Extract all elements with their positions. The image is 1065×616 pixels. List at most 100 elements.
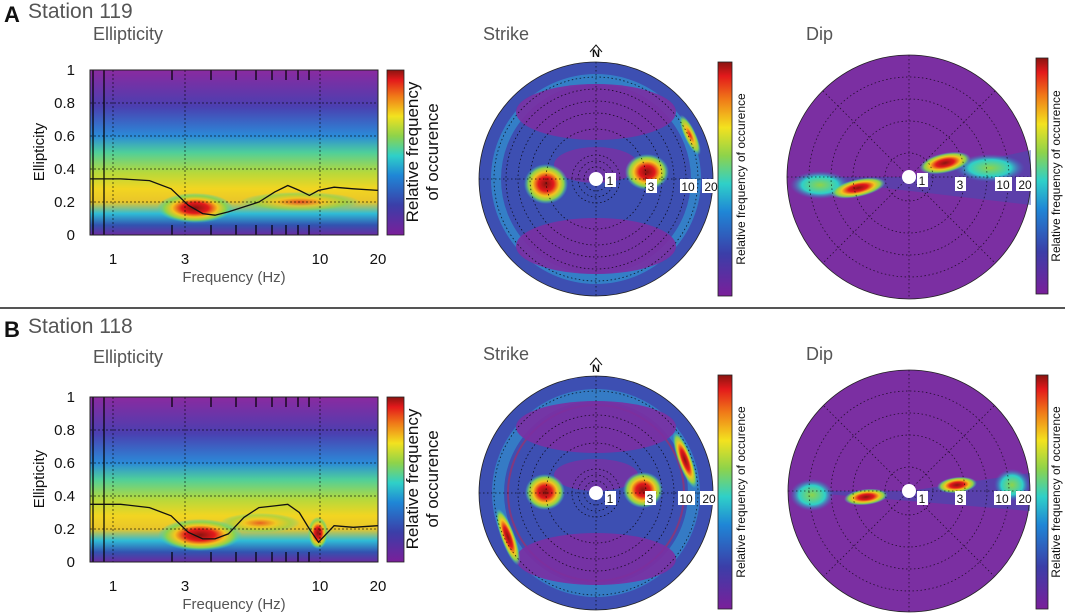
strike-center [589, 486, 603, 500]
strike-edge-spot [672, 431, 698, 489]
dip-ring-labels: 1 3 10 20 [917, 491, 1034, 506]
strike-purple-region [554, 147, 638, 183]
ytick-label: 1 [67, 62, 75, 79]
dip-band-glow [955, 154, 1025, 182]
ellipticity-xlabel: Frequency (Hz) [182, 596, 285, 613]
xtick-label: 1 [109, 251, 117, 268]
ellipticity-xlabel: Frequency (Hz) [182, 269, 285, 286]
heatmap-warmband [220, 513, 300, 533]
ytick-label: 0.6 [54, 128, 75, 145]
ring-label: 10 [995, 492, 1009, 506]
strike-colorbar-label: Relative frequency of occurence [734, 406, 748, 578]
ellipticity-xticks: 1 3 10 20 [109, 578, 387, 595]
dip-colorbar-label: Relative frequency of occurence [1049, 90, 1063, 262]
strike-ring-labels: 1 3 10 20 [605, 491, 718, 506]
ellipticity-grid [90, 397, 378, 562]
station-title: Station 119 [28, 0, 133, 23]
colorbar-label-2: of occurence [423, 103, 442, 200]
ellipticity-curve [90, 503, 379, 544]
ring-label: 3 [957, 178, 964, 192]
strike-purple-region [516, 401, 676, 453]
ytick-label: 0.2 [54, 521, 75, 538]
xtick-label: 3 [181, 251, 189, 268]
strike-edge-spot [679, 114, 701, 156]
ellipticity-xticks-marks [92, 397, 310, 562]
ellipticity-xticks: 1 3 10 20 [109, 251, 387, 268]
panel-divider [0, 307, 1065, 309]
panel-a-plots: 0 0.2 0.4 0.6 0.8 1 1 3 10 20 Frequency … [31, 44, 1063, 300]
ring-label: 10 [679, 492, 693, 506]
strike-polar: N 1 3 10 20 Relative frequency of occure… [478, 357, 748, 611]
strike-edge-spot [495, 508, 521, 566]
ellipticity-curve [90, 178, 379, 216]
ellipticity-heatmap: 0 0.2 0.4 0.6 0.8 1 1 3 10 20 Frequency … [31, 62, 442, 286]
dip-center [902, 170, 916, 184]
strike-title: Strike [483, 24, 530, 44]
dip-hotspot [919, 151, 971, 175]
strike-center [589, 172, 603, 186]
ellipticity-frame [89, 396, 379, 563]
xtick-label: 10 [312, 251, 329, 268]
panel-letter: B [4, 317, 20, 342]
ellipticity-heatmap: 0 0.2 0.4 0.6 0.8 1 1 3 10 20 Frequency … [31, 389, 442, 613]
dip-polar: 1 3 10 20 Relative frequency of occurenc… [786, 54, 1063, 300]
strike-hotspot [623, 472, 663, 508]
dip-colorbar-label: Relative frequency of occurence [1049, 406, 1063, 578]
dip-band-glow [790, 479, 834, 511]
ring-label: 20 [704, 180, 718, 194]
north-arrow-icon [589, 357, 603, 366]
ytick-label: 0 [67, 554, 75, 571]
heatmap-hotspot [308, 517, 328, 549]
strike-hotspot [524, 164, 568, 204]
ellipticity-xticks-marks [92, 70, 310, 235]
panel-letter: A [4, 2, 20, 27]
ring-label: 1 [919, 492, 926, 506]
xtick-label: 1 [109, 578, 117, 595]
dip-colorbar [1035, 374, 1049, 610]
ytick-label: 0 [67, 227, 75, 244]
dip-hotspot [830, 177, 886, 199]
ellipticity-colorbar [386, 396, 405, 563]
ring-label: 3 [957, 492, 964, 506]
ellipticity-ylabel: Ellipticity [31, 449, 48, 508]
dip-colorbar [1035, 57, 1049, 295]
ytick-label: 0.8 [54, 422, 75, 439]
strike-hotspot [625, 154, 669, 190]
ring-label: 1 [919, 174, 926, 188]
north-label: N [592, 363, 600, 375]
ytick-label: 0.6 [54, 455, 75, 472]
dip-title: Dip [806, 24, 834, 44]
strike-purple-region [516, 84, 676, 140]
ytick-label: 0.8 [54, 95, 75, 112]
station-title: Station 118 [28, 315, 133, 338]
ellipticity-grid [90, 70, 378, 235]
strike-purple-region [516, 533, 676, 585]
xtick-label: 3 [181, 578, 189, 595]
xtick-label: 20 [370, 251, 387, 268]
strike-polar: N 1 3 10 20 Relative frequency of occure… [478, 44, 748, 297]
strike-colorbar [717, 374, 733, 610]
dip-polar: 1 3 10 20 Relative frequency of occurenc… [787, 369, 1063, 613]
ellipticity-ylabel: Ellipticity [31, 122, 48, 181]
ytick-label: 0.4 [54, 161, 75, 178]
xtick-label: 20 [370, 578, 387, 595]
ytick-label: 1 [67, 389, 75, 406]
dip-title: Dip [806, 344, 834, 364]
north-label: N [592, 48, 600, 60]
ring-label: 3 [648, 180, 655, 194]
panel-b-plots: 0 0.2 0.4 0.6 0.8 1 1 3 10 20 Frequency … [31, 357, 1063, 613]
strike-hotspot [525, 474, 565, 510]
north-arrow-icon [589, 44, 603, 53]
ring-label: 10 [681, 180, 695, 194]
panel-b: B Station 118 Ellipticity Strike Dip [0, 315, 1065, 615]
ytick-label: 0.2 [54, 194, 75, 211]
heatmap-hotspot [158, 519, 242, 551]
ring-label: 1 [607, 492, 614, 506]
strike-colorbar [717, 61, 733, 297]
colorbar-label-1: Relative frequency [403, 408, 422, 549]
dip-center [902, 484, 916, 498]
ellipticity-yticks: 0 0.2 0.4 0.6 0.8 1 [54, 62, 75, 244]
colorbar-label-1: Relative frequency [403, 81, 422, 222]
ytick-label: 0.4 [54, 488, 75, 505]
dip-hotspot [844, 488, 888, 506]
